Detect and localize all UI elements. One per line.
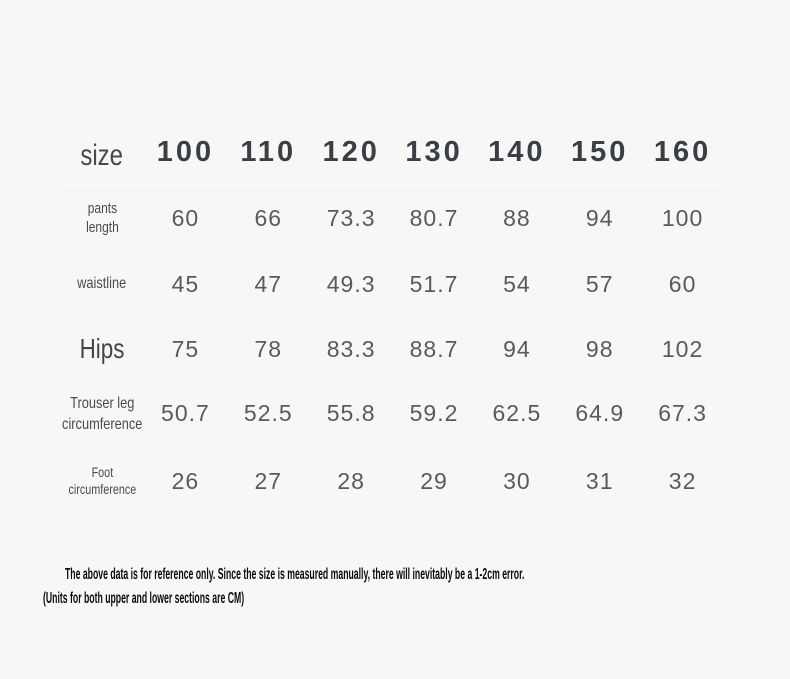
corner-header-cell: size [60,135,144,172]
row-label-cell: Trouser leg circumference [60,393,144,435]
table-cell: 50.7 [161,400,210,426]
table-cell: 66 [254,204,283,231]
table-cell: 83.3 [326,335,376,362]
row-label: pants length [85,200,119,236]
table-cell: 98 [585,335,614,362]
table-cell: 59.2 [409,400,459,426]
table-row-foot-circumference: Foot circumference 26 27 28 29 30 31 32 [60,447,724,515]
table-cell: 75 [171,335,200,362]
size-column-header: 140 [488,135,546,168]
table-cell: 94 [503,335,531,362]
table-cell: 45 [171,270,200,297]
size-column-header: 100 [156,135,215,168]
table-cell: 29 [420,467,448,494]
row-label-cell: Foot circumference [60,464,144,498]
table-cell: 88 [503,204,531,231]
size-column-header: 130 [405,135,463,168]
row-divider [60,184,724,186]
table-cell: 27 [254,467,283,494]
footnote-reference-disclaimer: The above data is for reference only. Si… [65,566,525,583]
table-row-waistline: waistline 45 47 49.3 51.7 54 57 60 [60,252,724,316]
row-label: Hips [79,333,125,364]
table-cell: 78 [254,335,283,362]
table-row-pants-length: pants length 60 66 73.3 80.7 88 94 100 [60,186,724,250]
table-cell: 94 [585,204,614,231]
table-cell: 52.5 [243,400,293,426]
table-cell: 31 [585,467,614,494]
table-cell: 30 [503,467,531,494]
row-label: Foot circumference [68,465,136,497]
table-cell: 54 [503,270,531,297]
table-cell: 80.7 [409,204,459,231]
footnote-units: (Units for both upper and lower sections… [43,590,245,607]
table-cell: 47 [254,270,283,297]
table-cell: 102 [661,335,704,362]
table-cell: 55.8 [326,400,376,426]
row-divider [60,380,724,382]
table-cell: 100 [661,204,704,231]
table-cell: 57 [585,270,614,297]
table-cell: 51.7 [409,270,459,297]
size-column-header: 150 [571,135,629,168]
row-label: Trouser leg circumference [61,394,143,433]
row-label-cell: waistline [60,275,144,293]
row-label: waistline [77,275,127,292]
size-column-header: 120 [322,135,380,168]
row-label-cell: pants length [60,199,144,237]
table-cell: 32 [668,467,697,494]
table-header-row: size 100 110 120 130 140 150 160 [60,120,724,184]
row-divider [60,316,724,318]
table-cell: 64.9 [575,400,625,426]
row-divider [60,445,724,447]
table-cell: 49.3 [326,270,376,297]
table-cell: 28 [337,467,365,494]
corner-header-label: size [80,139,124,172]
size-column-header: 160 [653,135,712,168]
table-row-hips: Hips 75 78 83.3 88.7 94 98 102 [60,318,724,380]
table-cell: 73.3 [326,204,376,231]
table-cell: 60 [668,270,697,297]
row-label-cell: Hips [60,333,144,365]
table-cell: 67.3 [658,400,707,426]
row-divider [60,250,724,252]
table-row-trouser-leg-circumference: Trouser leg circumference 50.7 52.5 55.8… [60,382,724,445]
table-cell: 26 [171,467,200,494]
size-column-header: 110 [240,135,297,168]
table-cell: 88.7 [409,335,459,362]
size-table: size 100 110 120 130 140 150 160 pants l… [60,120,724,515]
table-cell: 62.5 [492,400,542,426]
table-cell: 60 [171,204,200,231]
